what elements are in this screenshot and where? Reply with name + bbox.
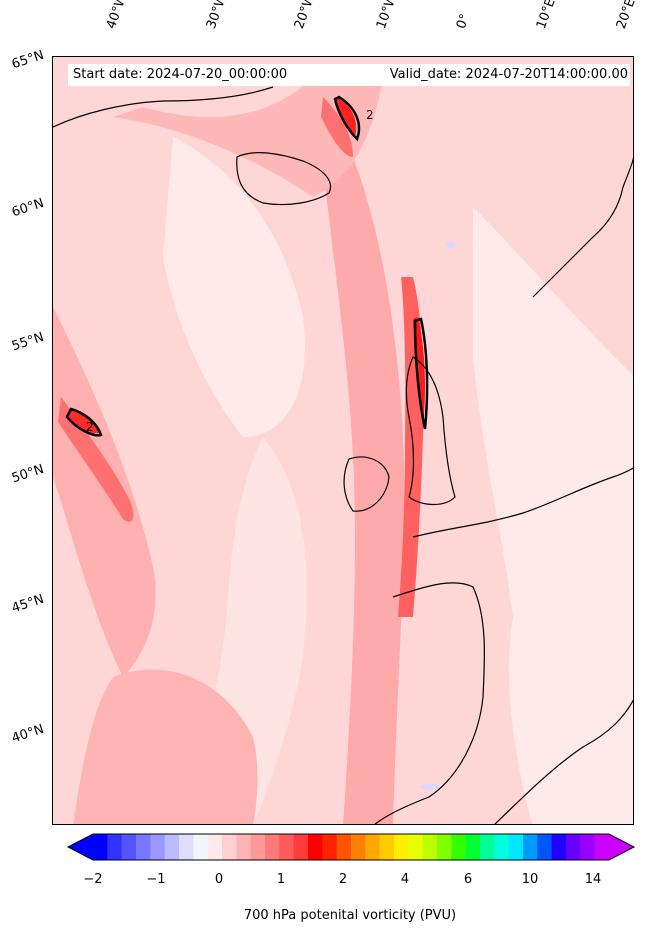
lat-label: 40°N [10, 721, 46, 747]
coastline-europe [412, 467, 633, 538]
colorbar-segment [308, 834, 323, 860]
colorbar-tick-label: 2 [338, 872, 348, 887]
coastline-scandinavia [532, 157, 633, 298]
colorbar-extend-min [68, 834, 93, 860]
colorbar-segment [494, 834, 510, 860]
valid-date-text: Valid_date: 2024-07-20T14:00:00.00 [389, 67, 628, 82]
colorbar-tick-label: 1 [276, 872, 286, 887]
colorbar-segment [265, 834, 280, 860]
coastline-africa [494, 699, 633, 824]
colorbar-segment [164, 834, 180, 860]
pv-field-map [53, 77, 633, 824]
colorbar-segment [437, 834, 452, 860]
colorbar-segment [107, 834, 123, 860]
pv-band-central [323, 157, 405, 824]
colorbar-segment [293, 834, 309, 860]
date-info-bar: Start date: 2024-07-20_00:00:00 Valid_da… [68, 64, 630, 86]
colorbar-segment [480, 834, 495, 860]
colorbar-segment [279, 834, 295, 860]
lon-label: 0° [453, 11, 474, 31]
colorbar [66, 833, 636, 861]
colorbar-label: 700 hPa potenital vorticity (PVU) [243, 908, 457, 923]
pv-band-west [53, 307, 156, 677]
low-pv-region-west [163, 137, 305, 437]
lon-label: 40°W [103, 0, 131, 31]
start-date-text: Start date: 2024-07-20_00:00:00 [73, 67, 288, 82]
lon-label: 20°W [291, 0, 319, 31]
colorbar-segment [379, 834, 395, 860]
coastline-iberia [374, 582, 486, 824]
lat-label: 55°N [10, 329, 46, 355]
pv-band-southwest [73, 669, 258, 824]
colorbar-segment [93, 834, 108, 860]
pv-streak-north [321, 97, 353, 157]
colorbar-segment [351, 834, 366, 860]
colorbar-segment [336, 834, 352, 860]
colorbar-segment [408, 834, 424, 860]
coastline-ireland [343, 456, 390, 512]
colorbar-segment [136, 834, 151, 860]
coastline-iceland [236, 152, 332, 206]
colorbar-segment [580, 834, 596, 860]
lat-label: 65°N [10, 47, 46, 73]
colorbar-segment [508, 834, 524, 860]
pv-core-west [67, 409, 99, 434]
colorbar-segment [322, 834, 338, 860]
colorbar-segment [394, 834, 409, 860]
colorbar-tick-label: 10 [521, 872, 539, 887]
colorbar-segment [451, 834, 467, 860]
pv-core-north [336, 97, 357, 137]
pv-streak-west [58, 397, 134, 522]
colorbar-tick-label: 0 [214, 872, 224, 887]
colorbar-segment [250, 834, 266, 860]
coastline-greenland [53, 86, 274, 128]
colorbar-tick-label: 4 [400, 872, 410, 887]
colorbar-tick-label: 14 [584, 872, 602, 887]
colorbar-segment [465, 834, 481, 860]
colorbar-tick-label: 6 [463, 872, 473, 887]
colorbar-segment [566, 834, 581, 860]
low-pv-region-east [473, 207, 633, 824]
pv-contour-2 [333, 95, 361, 142]
colorbar-segment [193, 834, 209, 860]
colorbar-extend-max [609, 834, 634, 860]
colorbar-segment [365, 834, 381, 860]
contour-label: 2 [86, 420, 94, 434]
negative-pv-patch [421, 784, 441, 790]
lon-label: 30°W [203, 0, 231, 31]
contour-label: 2 [366, 108, 374, 122]
pv-contour-2 [65, 407, 103, 437]
lat-label: 50°N [10, 461, 46, 487]
lat-label: 45°N [10, 591, 46, 617]
negative-pv-patch [446, 242, 456, 248]
colorbar-segment [236, 834, 252, 860]
colorbar-segment [594, 834, 610, 860]
colorbar-segment [422, 834, 438, 860]
lat-label: 60°N [10, 195, 46, 221]
colorbar-segment [150, 834, 166, 860]
lon-label: 10°E [533, 0, 559, 32]
colorbar-tick-label: −1 [146, 872, 166, 887]
colorbar-segment [523, 834, 538, 860]
lon-label: 20°E [613, 0, 639, 32]
coastline-britain [405, 356, 456, 506]
colorbar-outline [66, 833, 636, 861]
colorbar-segment [121, 834, 137, 860]
colorbar-segment [537, 834, 553, 860]
colorbar-segment [222, 834, 237, 860]
colorbar-segment [179, 834, 194, 860]
colorbar-tick-label: −2 [83, 872, 103, 887]
colorbar-segment [207, 834, 223, 860]
colorbar-segment [551, 834, 567, 860]
lon-label: 10°W [373, 0, 401, 31]
pv-contour-2 [413, 317, 429, 430]
map-panel [52, 56, 634, 825]
